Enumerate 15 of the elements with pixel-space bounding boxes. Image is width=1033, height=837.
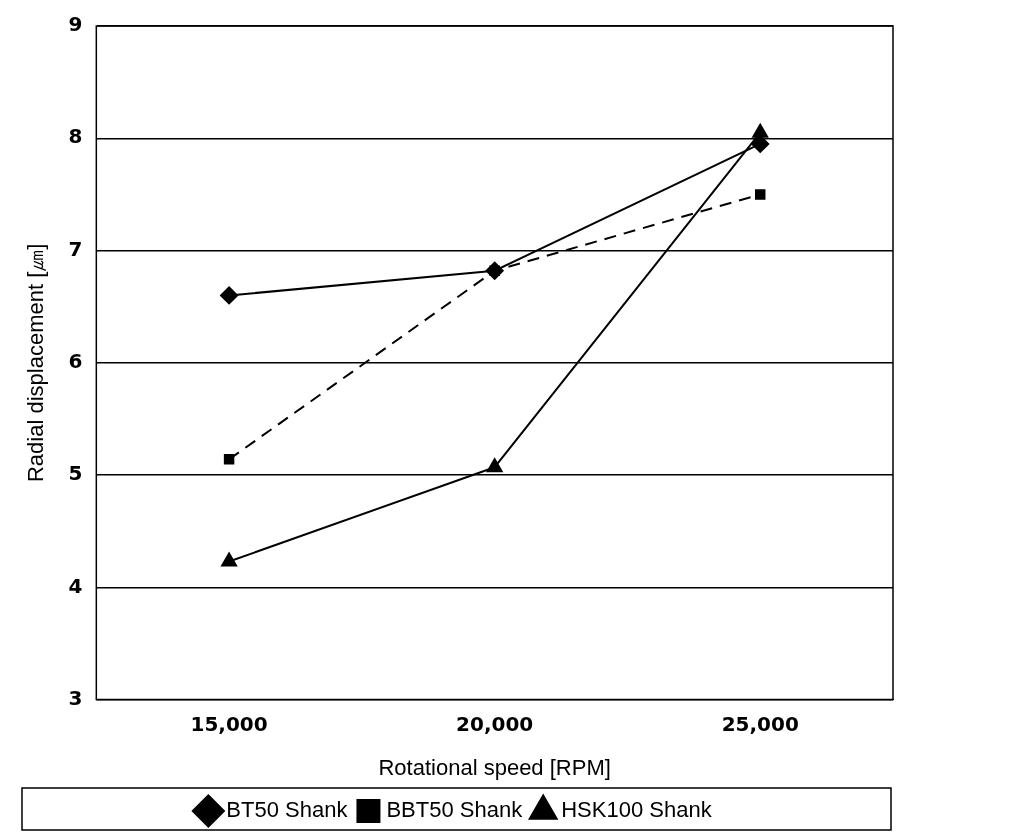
legend-label: BT50 Shank (226, 797, 349, 823)
y-tick-label: 7 (68, 236, 83, 261)
legend-label: HSK100 Shank (561, 797, 713, 823)
x-tick-label: 15,000 (190, 711, 268, 736)
y-tick-label: 5 (68, 461, 83, 486)
legend-label: BBT50 Shank (386, 797, 524, 823)
y-tick-label: 9 (68, 12, 83, 37)
y-tick-label: 6 (68, 349, 83, 373)
y-tick-label: 8 (68, 124, 83, 149)
y-tick-label: 3 (68, 685, 83, 710)
y-axis-title: Radial displacement [㎛] (23, 243, 49, 483)
x-tick-label: 25,000 (721, 711, 799, 736)
y-tick-label: 4 (68, 573, 83, 598)
x-tick-label: 20,000 (456, 711, 534, 736)
x-axis-title: Rotational speed [RPM] (378, 754, 611, 780)
